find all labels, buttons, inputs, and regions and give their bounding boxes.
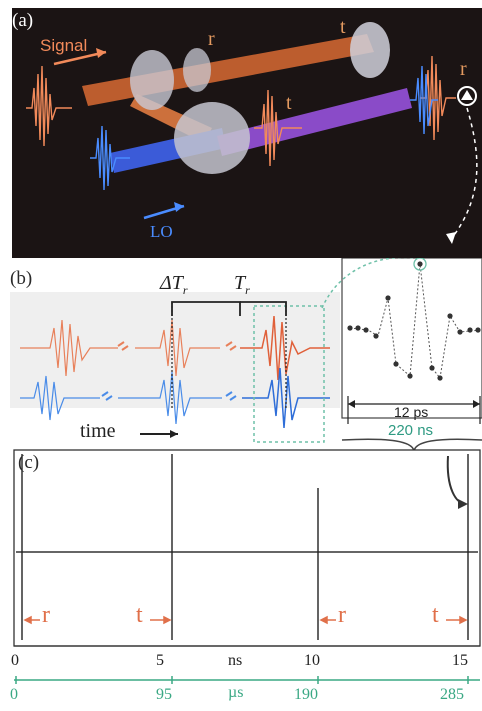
us-tick-190: 190	[294, 686, 318, 703]
detector-dashed-arrow	[451, 107, 478, 239]
panel-c-label: (c)	[18, 452, 40, 473]
us-tick-95: 95	[156, 686, 172, 703]
lo-label: LO	[150, 222, 173, 241]
signal-pulse-mid	[254, 89, 302, 167]
signal-beam	[82, 34, 374, 106]
panel-c-illustration	[13, 449, 481, 684]
us-unit: µs	[228, 684, 244, 701]
period-text: T	[234, 272, 246, 294]
panel-b-illustration	[10, 256, 482, 453]
panel-a: (a) Signal LO r t t r	[12, 8, 482, 258]
ns-tick-10: 10	[304, 652, 320, 669]
signal-pulse-right	[420, 55, 456, 141]
time-label: time	[80, 420, 116, 442]
panel-a-illustration	[26, 22, 478, 244]
marker-r1: r	[42, 602, 50, 628]
beamsplitter-r2	[183, 48, 211, 92]
inset-waveform	[347, 257, 481, 381]
signal-pulse-left	[26, 65, 72, 147]
marker-t2: t	[432, 602, 439, 628]
beamsplitter-main	[174, 102, 250, 174]
inset-ns-label: 220 ns	[388, 422, 434, 439]
delta-label: ΔTr	[160, 272, 188, 298]
highlight-box	[253, 305, 325, 443]
blue-pulse-train	[20, 367, 330, 429]
beamsplitter-r	[130, 50, 174, 110]
red-pulse-train	[20, 315, 330, 381]
ns-unit: ns	[228, 652, 243, 669]
marker-t1: t	[136, 602, 143, 628]
period-label: Tr	[234, 272, 250, 298]
inset-to-spike-arrow	[446, 455, 467, 505]
lo-pulse-right	[410, 65, 438, 135]
us-tick-285: 285	[440, 686, 464, 703]
panel-b: (b) ΔTr Tr time 12 ps 220 ns	[0, 256, 482, 453]
ns-tick-0: 0	[11, 652, 19, 669]
marker-r2: r	[338, 602, 346, 628]
ns-tick-5: 5	[156, 652, 164, 669]
panel-b-label: (b)	[10, 268, 33, 289]
us-tick-0: 0	[10, 686, 18, 703]
delta-sub: r	[182, 283, 188, 297]
r-label-right: r	[460, 58, 467, 80]
inset-box	[341, 257, 482, 419]
panel-c-frame	[13, 449, 481, 647]
beamsplitter-t-top	[350, 22, 390, 78]
delta-bracket	[171, 301, 241, 316]
period-sub: r	[245, 283, 250, 297]
signal-label: Signal	[40, 36, 88, 55]
inset-connector	[321, 256, 417, 309]
panel-a-label: (a)	[12, 10, 34, 31]
detector-icon	[457, 86, 477, 106]
panel-c: (c) r t r t 0 5 ns 10 15 0 95 µs 190 285	[0, 448, 482, 706]
inset-ps-label: 12 ps	[394, 404, 429, 420]
delta-text: ΔT	[160, 272, 183, 294]
t-label-mid: t	[286, 92, 292, 114]
t-label-top: t	[340, 16, 346, 38]
ns-tick-15: 15	[452, 652, 468, 669]
lo-pulse	[90, 125, 130, 191]
r-label-left: r	[208, 28, 215, 50]
